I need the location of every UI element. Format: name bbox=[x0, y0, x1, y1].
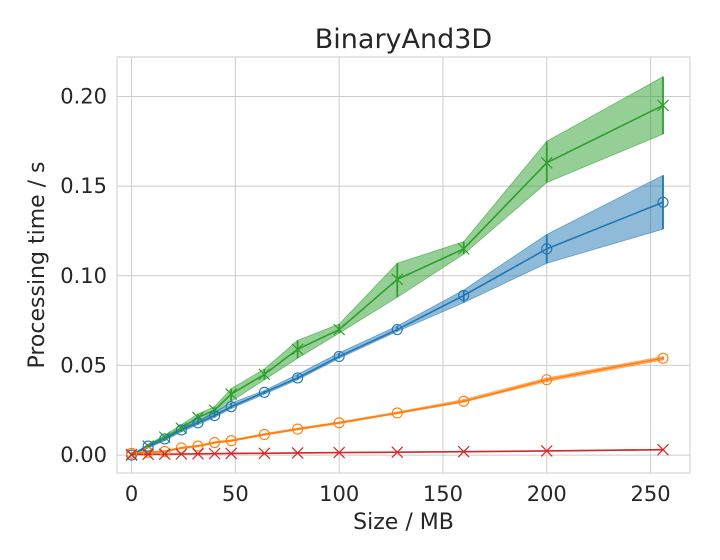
series-3-point bbox=[391, 446, 404, 459]
marker-stroke bbox=[225, 388, 238, 401]
series-1-point bbox=[657, 196, 669, 208]
series-0-point bbox=[540, 156, 553, 169]
marker-stroke bbox=[657, 443, 669, 456]
y-axis-label: Processing time / s bbox=[25, 161, 50, 368]
marker-stroke bbox=[391, 273, 404, 286]
series-2-point bbox=[292, 423, 304, 435]
series-3-point bbox=[540, 445, 553, 457]
series-3-point bbox=[125, 448, 138, 461]
marker-stroke bbox=[540, 445, 553, 457]
series-2-point bbox=[258, 428, 270, 440]
x-axis-label: Size / MB bbox=[353, 510, 454, 535]
y-tick-label: 0.10 bbox=[60, 264, 107, 288]
marker-stroke bbox=[291, 343, 304, 356]
series-3-point bbox=[657, 443, 669, 456]
tick-labels: 0 50 100 150 200 250 0.00 0.05 0.10 0.15 0.20 bbox=[60, 84, 670, 506]
y-tick-label: 0.05 bbox=[60, 353, 107, 377]
series-1-point bbox=[209, 410, 221, 422]
marker-stroke bbox=[175, 422, 188, 435]
x-tick-label: 250 bbox=[631, 482, 671, 506]
series-3-point bbox=[457, 445, 470, 458]
series-1-point bbox=[292, 372, 304, 384]
series-1-point bbox=[391, 324, 403, 336]
series-2-point bbox=[391, 407, 403, 419]
marker-stroke bbox=[333, 323, 346, 336]
series-2-point bbox=[458, 395, 470, 407]
series-2-point bbox=[125, 447, 138, 459]
series-1-point bbox=[175, 424, 187, 436]
marker-stroke bbox=[657, 99, 669, 112]
series-1-point bbox=[258, 386, 270, 398]
x-tick-label: 0 bbox=[125, 482, 138, 506]
marker-stroke bbox=[125, 448, 138, 461]
marker-stroke bbox=[540, 156, 553, 169]
series-1-point bbox=[225, 401, 237, 413]
marker-stroke bbox=[142, 448, 155, 461]
series-3-point bbox=[258, 447, 271, 460]
series-2-point bbox=[192, 440, 204, 452]
series-0-point bbox=[225, 388, 238, 401]
series-1-point bbox=[541, 243, 553, 255]
marker-stroke bbox=[192, 447, 204, 460]
marker-stroke bbox=[208, 447, 221, 460]
series-0-line bbox=[131, 104, 664, 456]
series-3-point bbox=[333, 446, 346, 459]
marker-stroke bbox=[225, 447, 238, 460]
series-2-point bbox=[333, 417, 345, 429]
series-0-point bbox=[333, 323, 346, 336]
marker-stroke bbox=[158, 431, 171, 444]
plot-area-frame bbox=[116, 56, 691, 474]
series-3-point bbox=[158, 448, 171, 461]
marker-stroke bbox=[333, 446, 346, 459]
series-3-point bbox=[225, 447, 238, 460]
series-0-point bbox=[457, 242, 470, 255]
x-tick-label: 200 bbox=[527, 482, 567, 506]
y-tick-label: 0.15 bbox=[60, 174, 107, 198]
series-2-point bbox=[541, 374, 553, 386]
series-0-point bbox=[175, 422, 188, 435]
series-1-point bbox=[458, 289, 470, 302]
series-0-point bbox=[291, 343, 304, 356]
series-0-point bbox=[391, 273, 404, 286]
series-1-line bbox=[131, 201, 664, 456]
series-3-point bbox=[208, 447, 221, 460]
y-tick-label: 0.20 bbox=[60, 84, 107, 108]
marker-stroke bbox=[258, 368, 271, 381]
marker-stroke bbox=[158, 448, 171, 461]
x-tick-label: 100 bbox=[319, 482, 359, 506]
series-3-point bbox=[192, 447, 204, 460]
marker-stroke bbox=[175, 448, 188, 460]
series-2-point bbox=[657, 352, 669, 364]
series-3-point bbox=[142, 448, 155, 461]
series-0-point bbox=[158, 431, 171, 444]
series-2-point bbox=[209, 436, 221, 449]
marker-stroke bbox=[457, 242, 470, 255]
x-tick-label: 150 bbox=[423, 482, 463, 506]
series-markers bbox=[125, 99, 669, 461]
x-tick-label: 50 bbox=[222, 482, 249, 506]
y-tick-label: 0.00 bbox=[60, 443, 107, 467]
marker-stroke bbox=[457, 445, 470, 458]
series-1-point bbox=[333, 350, 345, 362]
series-2-point bbox=[175, 442, 187, 454]
series-3-line bbox=[131, 448, 664, 456]
series-0-point bbox=[657, 99, 669, 112]
series-3-point bbox=[291, 446, 304, 459]
series-2-point bbox=[159, 445, 171, 458]
marker-stroke bbox=[258, 447, 271, 460]
series-1-point bbox=[192, 417, 204, 429]
series-2-point bbox=[225, 435, 237, 447]
chart-title: BinaryAnd3D bbox=[315, 24, 492, 55]
series-2-point bbox=[142, 446, 154, 458]
marker-stroke bbox=[391, 446, 404, 459]
series-3-point bbox=[175, 448, 188, 460]
series-0-point bbox=[258, 368, 271, 381]
series-1-point bbox=[159, 433, 171, 445]
marker-stroke bbox=[291, 446, 304, 459]
series-1-point bbox=[142, 440, 154, 452]
